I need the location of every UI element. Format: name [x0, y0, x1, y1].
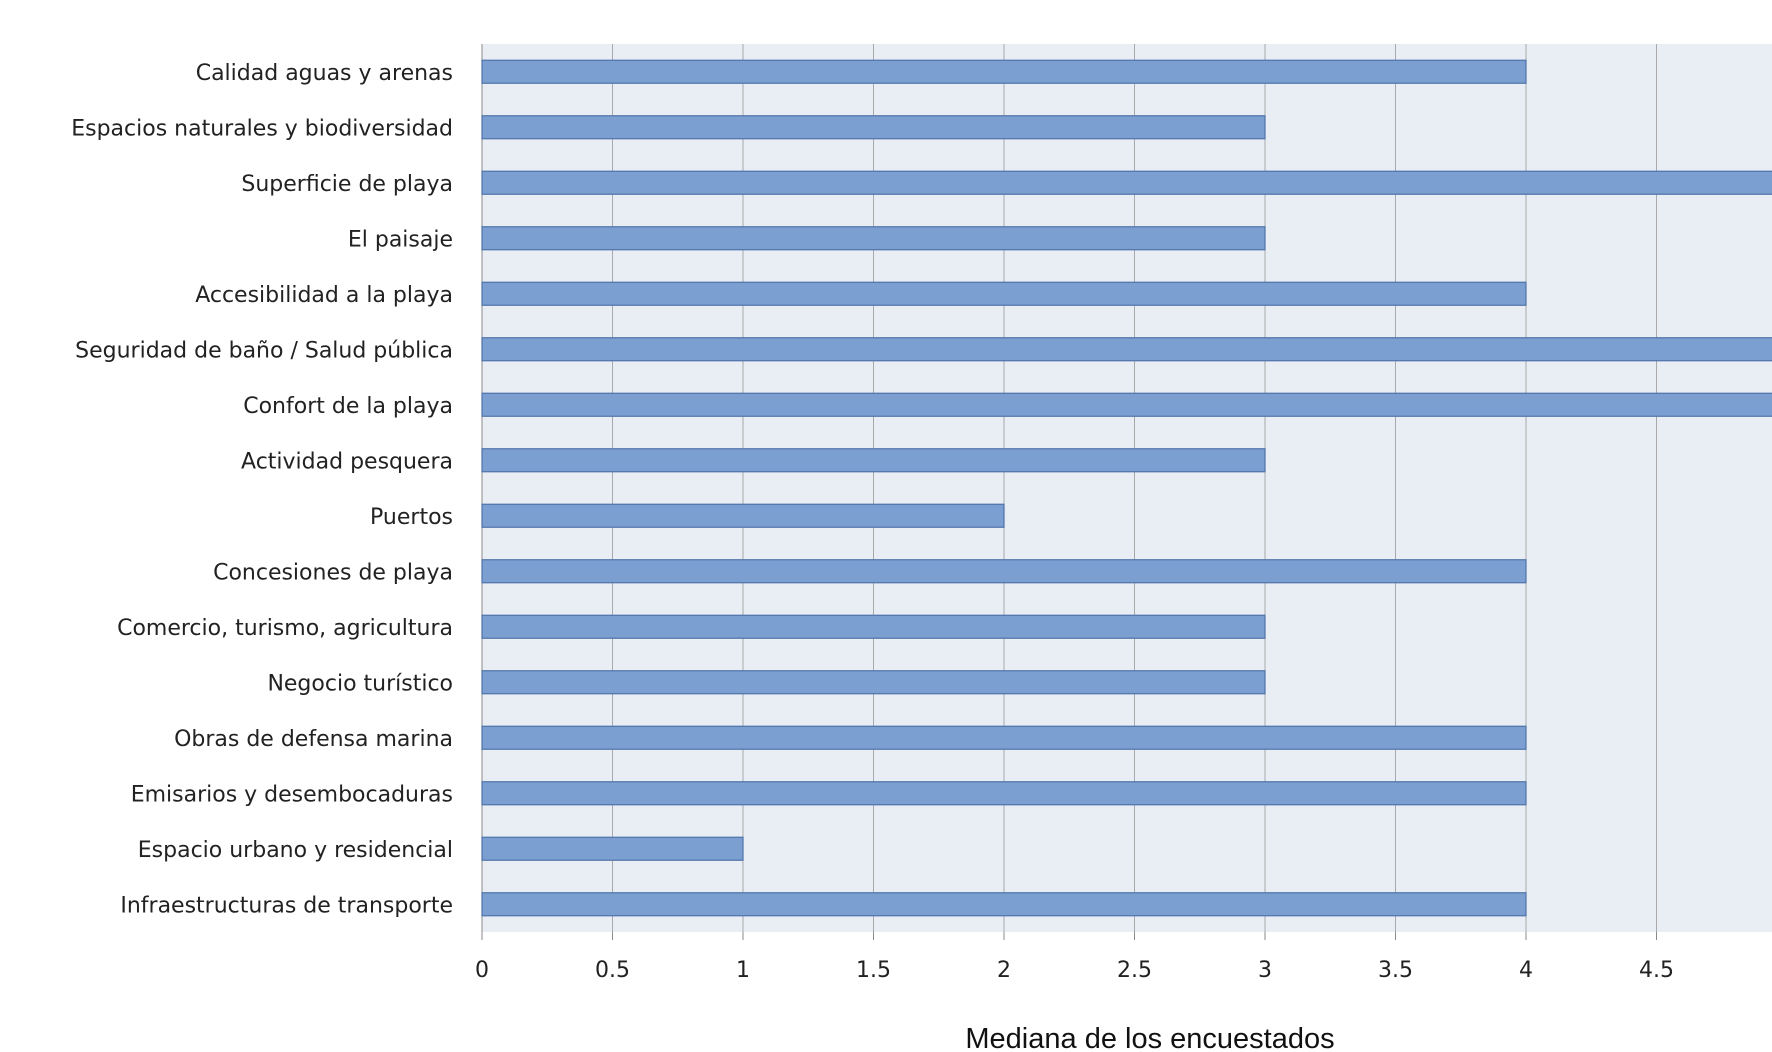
bar — [481, 226, 1266, 251]
category-label: Espacio urbano y residencial — [138, 838, 453, 863]
category-label: Superficie de playa — [241, 172, 453, 197]
category-label: Obras de defensa marina — [174, 727, 453, 752]
bar — [481, 115, 1266, 140]
category-label: Puertos — [370, 505, 453, 530]
bar — [481, 503, 1005, 528]
category-label: Accesibilidad a la playa — [195, 283, 453, 308]
category-label: El paisaje — [348, 227, 453, 252]
bar — [481, 392, 1772, 417]
bar — [481, 725, 1527, 750]
x-tick-label: 1 — [736, 958, 750, 983]
x-tick-label: 0.5 — [595, 958, 630, 983]
category-label: Negocio turístico — [267, 671, 453, 696]
category-label: Infraestructuras de transporte — [120, 893, 453, 918]
x-tick-label: 4.5 — [1639, 958, 1674, 983]
x-tick-label: 1.5 — [856, 958, 891, 983]
bar — [481, 614, 1266, 639]
category-label: Espacios naturales y biodiversidad — [71, 116, 453, 141]
bar — [481, 170, 1772, 195]
x-tick-label: 3 — [1258, 958, 1272, 983]
x-axis-ticks: 0 0.5 1 1.5 2 2.5 3 3.5 4 4.5 — [475, 932, 1674, 983]
bar — [481, 281, 1527, 306]
category-labels: Calidad aguas y arenas Espacios naturales… — [71, 61, 453, 919]
x-tick-label: 0 — [475, 958, 489, 983]
category-label: Concesiones de playa — [213, 560, 453, 585]
category-label: Calidad aguas y arenas — [196, 61, 453, 86]
bar — [481, 559, 1527, 584]
category-label: Comercio, turismo, agricultura — [117, 616, 453, 641]
bar — [481, 781, 1527, 806]
bar — [481, 892, 1527, 917]
category-label: Actividad pesquera — [241, 449, 453, 474]
bar — [481, 448, 1266, 473]
x-tick-label: 2.5 — [1117, 958, 1152, 983]
bar — [481, 337, 1772, 362]
x-axis-title: Mediana de los encuestados — [965, 1023, 1334, 1052]
bar — [481, 670, 1266, 695]
bar — [481, 59, 1527, 84]
bar — [481, 836, 744, 861]
category-label: Emisarios y desembocaduras — [131, 782, 453, 807]
x-tick-label: 4 — [1519, 958, 1533, 983]
x-tick-label: 3.5 — [1378, 958, 1413, 983]
category-label: Confort de la playa — [243, 394, 453, 419]
x-tick-label: 2 — [997, 958, 1011, 983]
category-label: Seguridad de baño / Salud pública — [75, 338, 453, 363]
bars — [481, 59, 1772, 917]
